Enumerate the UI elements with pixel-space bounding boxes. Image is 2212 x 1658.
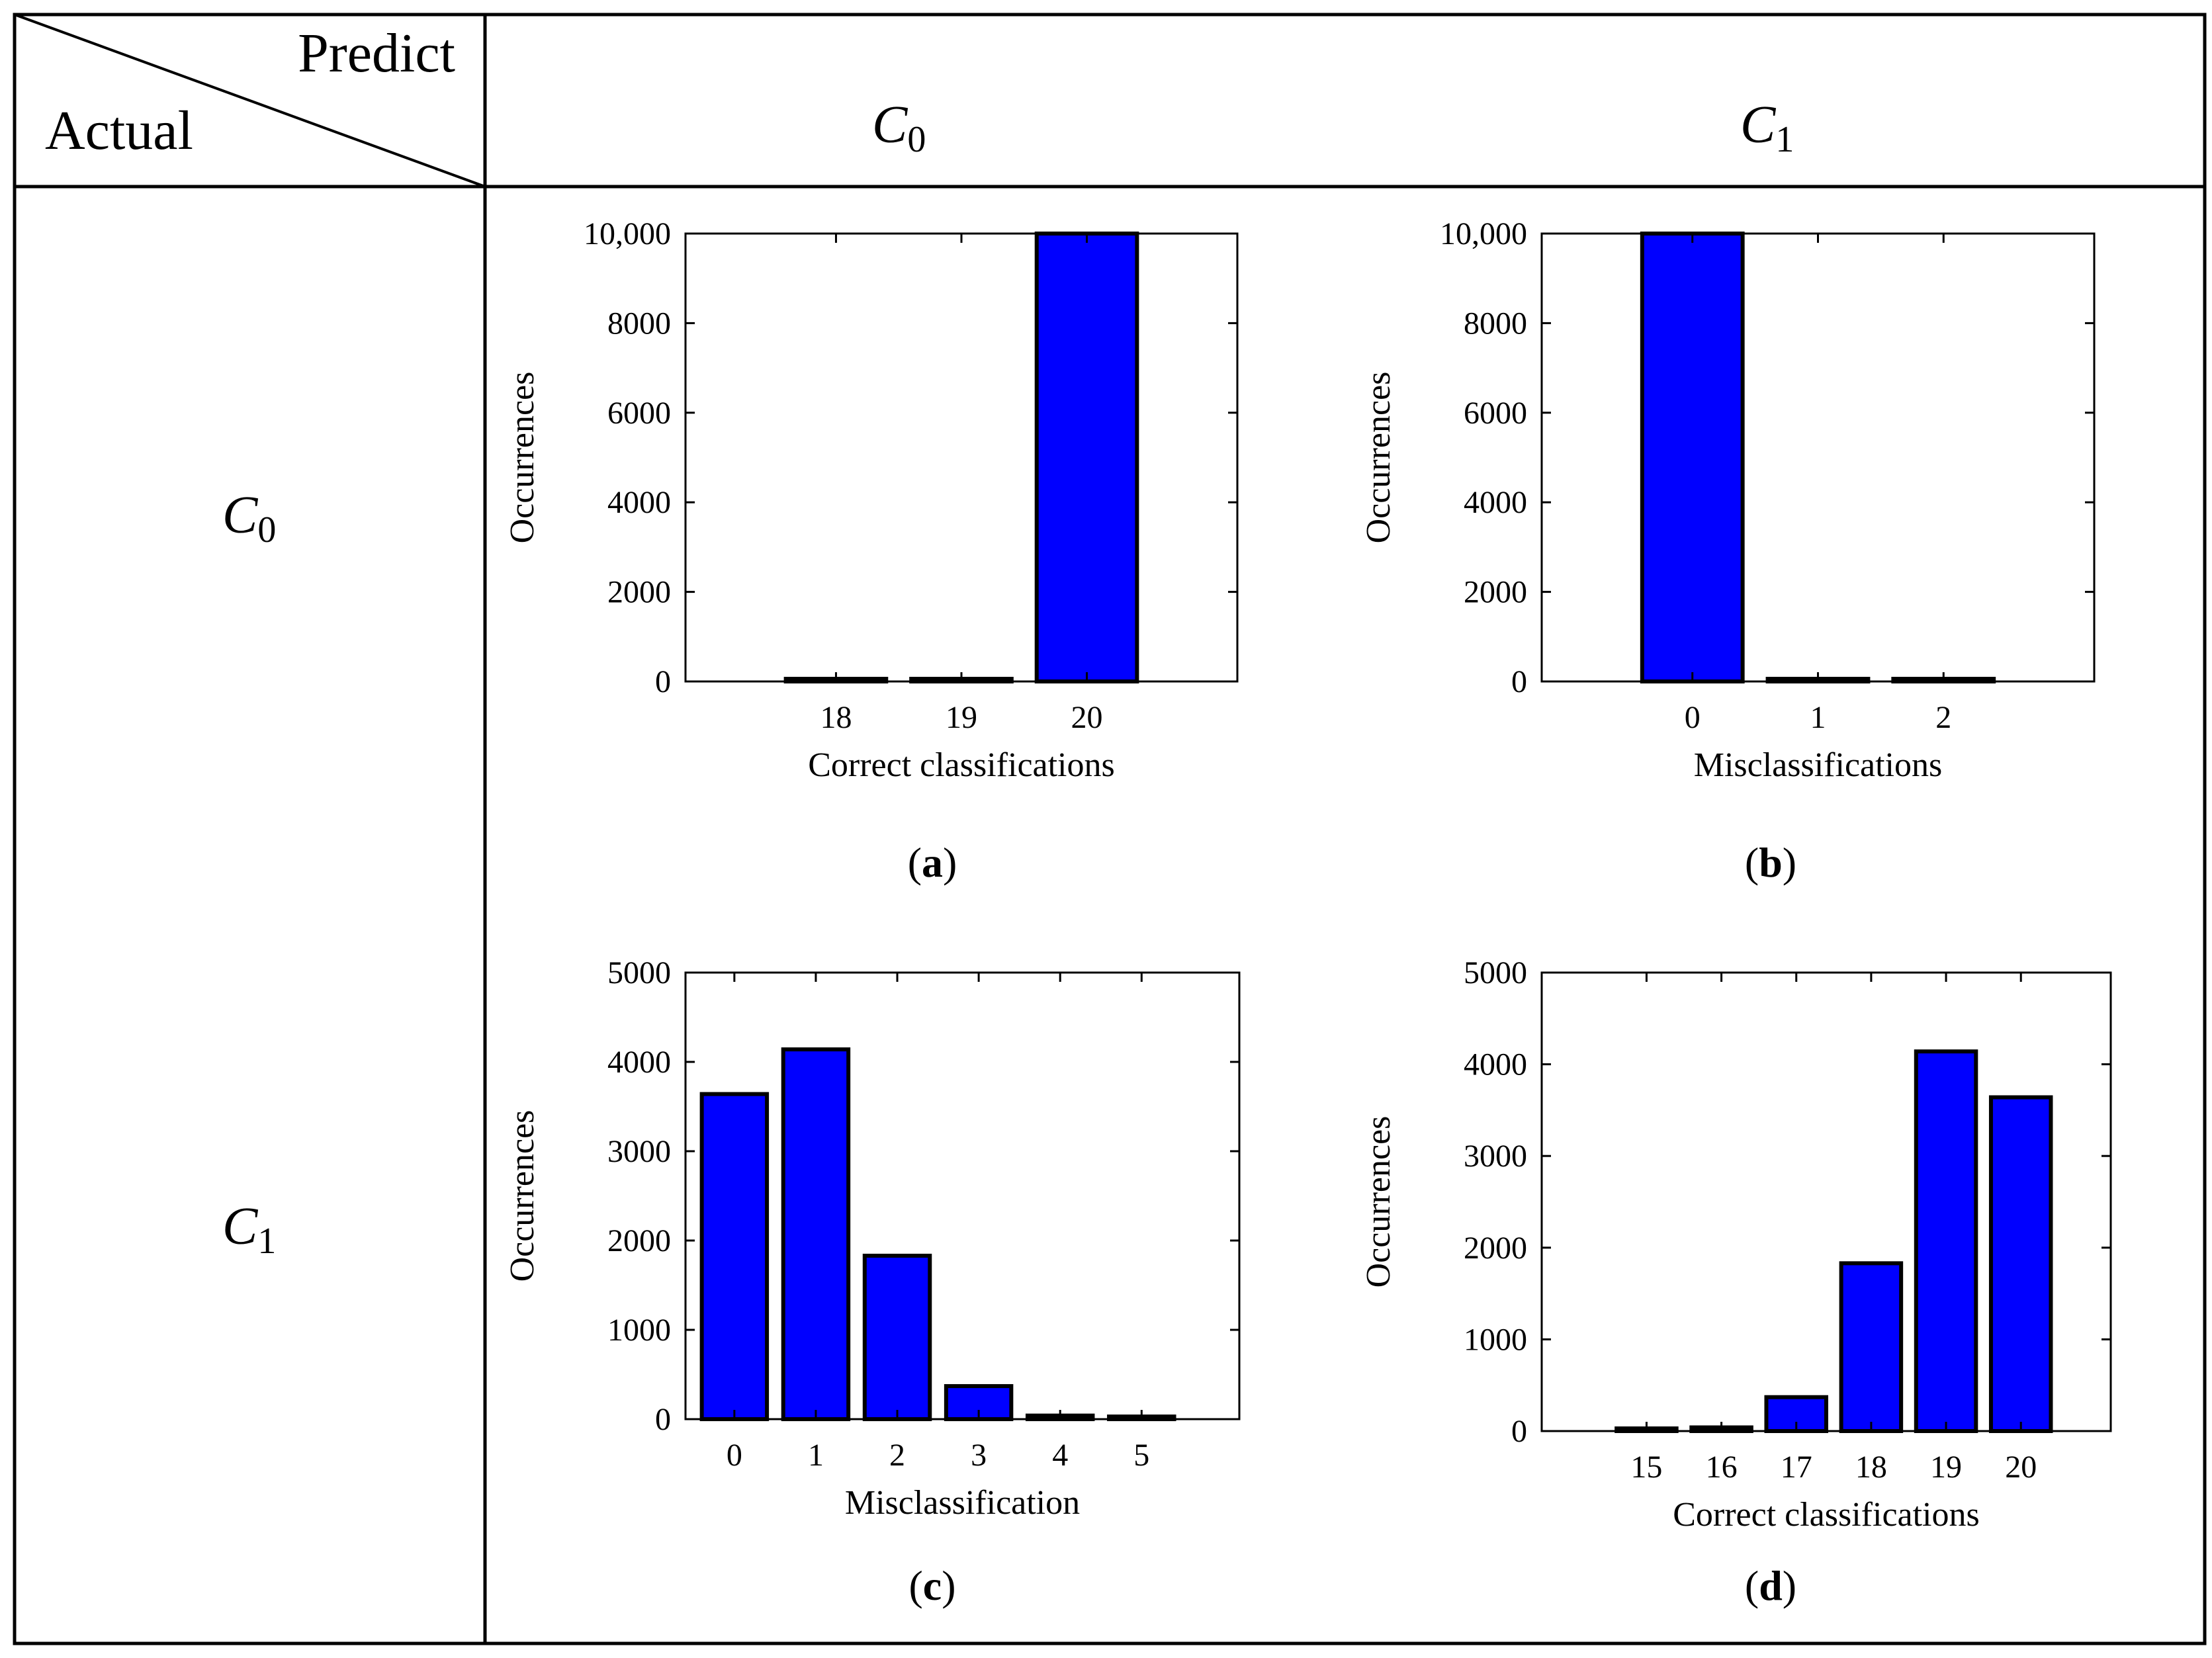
x-tick-label-a: 18 [820, 700, 852, 735]
table-corner-diagonal [14, 13, 486, 188]
y-tick-label-b: 6000 [1464, 396, 1527, 431]
x-axis-title-b: Misclassifications [1694, 746, 1943, 784]
y-tick-label-b: 8000 [1464, 306, 1527, 341]
y-tick-label-c: 1000 [607, 1313, 671, 1348]
x-tick-label-d: 19 [1930, 1450, 1962, 1485]
caption-open-paren: ( [1745, 839, 1759, 886]
caption-open-paren: ( [908, 1562, 922, 1609]
bar-b-0 [1640, 232, 1745, 683]
table-outer-border [13, 13, 2207, 1645]
y-axis-title-d: Occurrences [1360, 1116, 1397, 1288]
y-tick-label-c: 4000 [607, 1045, 671, 1080]
column-header-c0-sub: 0 [907, 119, 926, 160]
x-tick-label-b: 1 [1810, 700, 1826, 735]
y-tick-label-b: 4000 [1464, 485, 1527, 520]
row-header-c1-letter: C [222, 1198, 259, 1256]
y-axis-title-c: Occurrences [504, 1110, 541, 1282]
y-tick-label-b: 2000 [1464, 575, 1527, 610]
x-axis-title-a: Correct classifications [808, 746, 1115, 784]
caption-letter-b: b [1759, 839, 1783, 886]
caption-close-paren: ) [942, 1562, 955, 1609]
caption-open-paren: ( [908, 839, 922, 886]
y-tick-label-c: 0 [655, 1402, 671, 1437]
corner-predict-label: Predict [298, 22, 455, 84]
caption-letter-d: d [1759, 1562, 1783, 1609]
caption-c: (c) [908, 1562, 955, 1609]
x-tick-label-a: 19 [946, 700, 977, 735]
row-header-c0-sub: 0 [257, 509, 276, 550]
y-tick-label-d: 4000 [1464, 1047, 1527, 1082]
x-tick-label-c: 0 [727, 1438, 742, 1473]
chart-panel-a: 0 2000 4000 6000 8000 10,000 18 19 20 Correct cla… [504, 216, 1239, 886]
x-tick-label-c: 3 [971, 1438, 987, 1473]
caption-open-paren: ( [1745, 1562, 1759, 1609]
plot-area-b [1540, 232, 2096, 683]
y-tick-label-d: 5000 [1464, 955, 1527, 990]
x-tick-label-d: 16 [1706, 1450, 1738, 1485]
column-header-c0-letter: C [872, 96, 908, 154]
x-tick-label-b: 0 [1685, 700, 1701, 735]
x-tick-label-d: 15 [1630, 1450, 1662, 1485]
y-tick-label-a: 2000 [607, 575, 671, 610]
caption-b: (b) [1745, 839, 1796, 886]
column-header-c1: C1 [1740, 96, 1794, 160]
row-header-c0: C0 [222, 486, 276, 550]
x-axis-title-d: Correct classifications [1673, 1496, 1980, 1534]
caption-close-paren: ) [1783, 1562, 1796, 1609]
y-tick-label-b: 0 [1511, 664, 1527, 699]
bar-d-20 [1988, 1095, 2053, 1433]
chart-panel-d: 0 1000 2000 3000 4000 5000 15 16 17 18 19 20 Correct… [1360, 955, 2112, 1609]
y-tick-label-c: 5000 [607, 955, 671, 990]
y-tick-label-b: 10,000 [1440, 216, 1527, 251]
bar-c-1 [781, 1047, 851, 1421]
y-tick-label-c: 2000 [607, 1223, 671, 1258]
row-header-c1: C1 [222, 1198, 276, 1262]
chart-panel-b: 0 2000 4000 6000 8000 10,000 0 1 2 Misclassificat… [1360, 216, 2096, 886]
y-tick-label-d: 2000 [1464, 1231, 1527, 1266]
row-header-c1-sub: 1 [257, 1221, 276, 1262]
column-header-c1-letter: C [1740, 96, 1777, 154]
x-tick-label-d: 17 [1781, 1450, 1812, 1485]
x-tick-label-d: 18 [1855, 1450, 1887, 1485]
column-header-c1-sub: 1 [1775, 119, 1794, 160]
y-tick-label-d: 1000 [1464, 1322, 1527, 1357]
x-axis-title-c: Misclassification [845, 1484, 1080, 1522]
bar-d-18 [1839, 1261, 1904, 1434]
x-tick-label-b: 2 [1935, 700, 1951, 735]
y-tick-label-a: 10,000 [584, 216, 671, 251]
x-tick-label-c: 4 [1052, 1438, 1068, 1473]
y-tick-label-d: 0 [1511, 1414, 1527, 1449]
caption-close-paren: ) [943, 839, 957, 886]
row-header-c0-letter: C [222, 486, 259, 545]
chart-panel-c: 0 1000 2000 3000 4000 5000 0 1 2 3 4 5 Misclassifica… [504, 955, 1241, 1609]
y-tick-label-a: 8000 [607, 306, 671, 341]
bar-c-0 [699, 1092, 770, 1421]
column-header-c0: C0 [872, 96, 926, 160]
caption-close-paren: ) [1783, 839, 1796, 886]
bar-a-20 [1034, 232, 1139, 683]
y-tick-label-a: 0 [655, 664, 671, 699]
corner-actual-label: Actual [45, 100, 193, 161]
y-tick-label-d: 3000 [1464, 1139, 1527, 1174]
bar-d-19 [1914, 1049, 1978, 1434]
caption-a: (a) [908, 839, 957, 886]
y-axis-title-a: Occurrences [504, 372, 541, 544]
caption-letter-c: c [923, 1562, 942, 1609]
plot-area-a [684, 232, 1239, 683]
bar-c-2 [862, 1253, 932, 1421]
x-tick-label-c: 1 [808, 1438, 824, 1473]
caption-letter-a: a [922, 839, 943, 886]
table-frame [13, 13, 2207, 1645]
y-tick-label-a: 6000 [607, 396, 671, 431]
x-tick-label-d: 20 [2005, 1450, 2037, 1485]
y-tick-label-a: 4000 [607, 485, 671, 520]
x-tick-label-c: 2 [889, 1438, 905, 1473]
y-axis-title-b: Occurrences [1360, 372, 1397, 544]
y-tick-label-c: 3000 [607, 1134, 671, 1169]
caption-d: (d) [1745, 1562, 1796, 1609]
x-tick-label-c: 5 [1133, 1438, 1149, 1473]
x-tick-label-a: 20 [1071, 700, 1103, 735]
